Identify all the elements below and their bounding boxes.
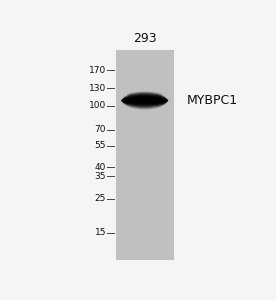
Text: 25: 25 (95, 194, 106, 203)
Ellipse shape (127, 94, 162, 98)
Ellipse shape (122, 92, 167, 110)
Ellipse shape (121, 97, 168, 104)
Text: 100: 100 (89, 101, 106, 110)
Text: 55: 55 (95, 141, 106, 150)
Text: 40: 40 (95, 163, 106, 172)
Ellipse shape (121, 98, 168, 103)
Bar (116, 50, 174, 260)
Text: 35: 35 (95, 172, 106, 181)
Ellipse shape (121, 95, 168, 106)
Ellipse shape (122, 93, 167, 108)
Text: 170: 170 (89, 66, 106, 75)
Text: 70: 70 (95, 125, 106, 134)
Text: 130: 130 (89, 84, 106, 93)
Ellipse shape (127, 92, 162, 95)
Ellipse shape (127, 96, 162, 100)
Text: 15: 15 (95, 228, 106, 237)
Ellipse shape (127, 93, 162, 97)
Text: MYBPC1: MYBPC1 (186, 94, 237, 107)
Ellipse shape (122, 94, 168, 107)
Text: 293: 293 (133, 32, 156, 45)
